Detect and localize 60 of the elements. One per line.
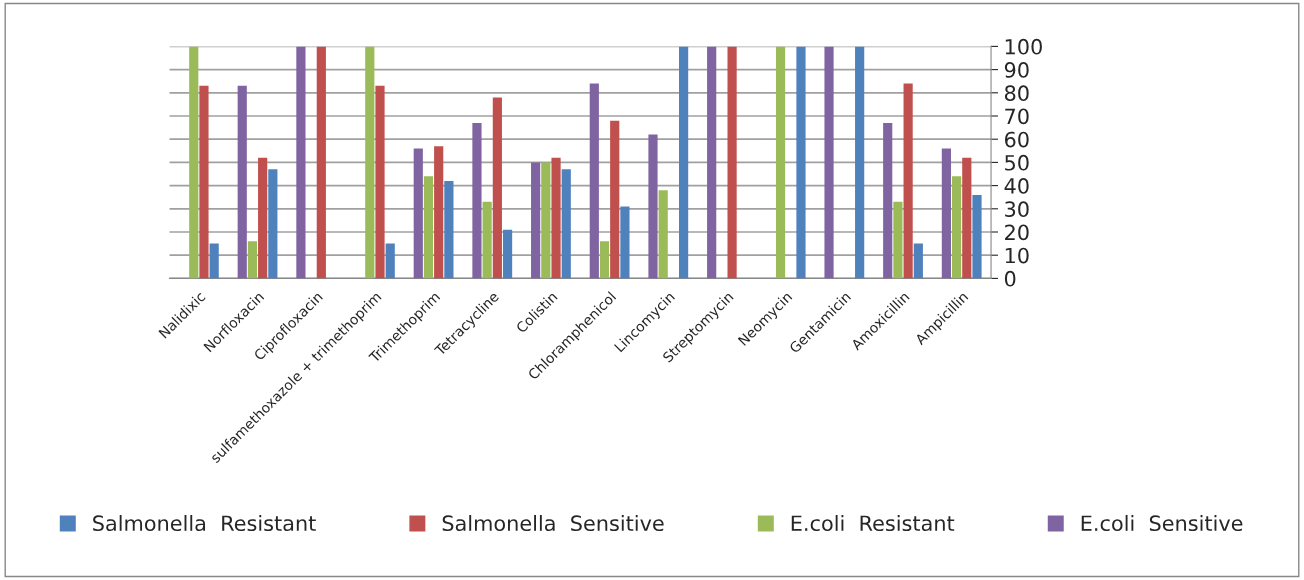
bar [648, 134, 658, 279]
bar [679, 46, 689, 279]
bar [589, 83, 599, 279]
legend-label: E.coli Resistant [791, 514, 955, 532]
bar [482, 201, 492, 279]
bar [913, 243, 923, 279]
bar [972, 194, 982, 279]
bar [413, 148, 423, 279]
bar [551, 157, 561, 279]
bar [444, 180, 454, 279]
bar [209, 243, 219, 279]
legend-label: E.coli Sensitive [1081, 514, 1243, 532]
bar [707, 46, 717, 279]
bar [962, 157, 972, 279]
bar [541, 162, 551, 279]
y-tick-label: 70 [1005, 108, 1029, 125]
y-tick-label: 60 [1005, 131, 1029, 148]
y-tick-label: 20 [1005, 224, 1029, 241]
bar [375, 85, 385, 279]
bar [385, 243, 395, 279]
bar [258, 157, 268, 279]
legend-label: Salmonella Sensitive [442, 514, 664, 532]
bar [599, 241, 610, 279]
bar [727, 46, 737, 279]
y-tick-label: 90 [1004, 62, 1029, 78]
y-tick-label: 80 [1004, 85, 1029, 102]
bar [561, 169, 571, 279]
y-tick-label: 100 [1005, 38, 1042, 55]
bar [855, 46, 865, 279]
bar [434, 146, 444, 279]
bar [199, 85, 209, 279]
bar [365, 46, 375, 279]
bar [883, 122, 893, 279]
bar [237, 85, 247, 279]
bar [531, 162, 541, 279]
y-tick-label: 10 [1005, 247, 1029, 264]
bar [502, 229, 513, 279]
y-tick-label: 50 [1005, 154, 1029, 171]
bar [296, 46, 306, 279]
bar [247, 241, 258, 279]
bar [610, 120, 620, 279]
bar [952, 176, 962, 279]
bar [903, 83, 913, 279]
bar [775, 46, 786, 279]
bar [189, 46, 199, 279]
bar [620, 206, 630, 279]
bar [316, 46, 326, 279]
bar [423, 176, 434, 279]
legend-label: Salmonella Resistant [93, 514, 316, 532]
y-tick-label: 30 [1005, 201, 1029, 218]
bar [492, 97, 502, 279]
bar [268, 169, 278, 279]
bar [941, 148, 951, 279]
y-tick-label: 0 [1004, 270, 1016, 287]
bar [893, 201, 903, 279]
bar [796, 46, 806, 279]
bar [658, 190, 668, 279]
y-tick-label: 40 [1004, 178, 1029, 194]
bar [472, 122, 482, 279]
bar [824, 46, 834, 279]
